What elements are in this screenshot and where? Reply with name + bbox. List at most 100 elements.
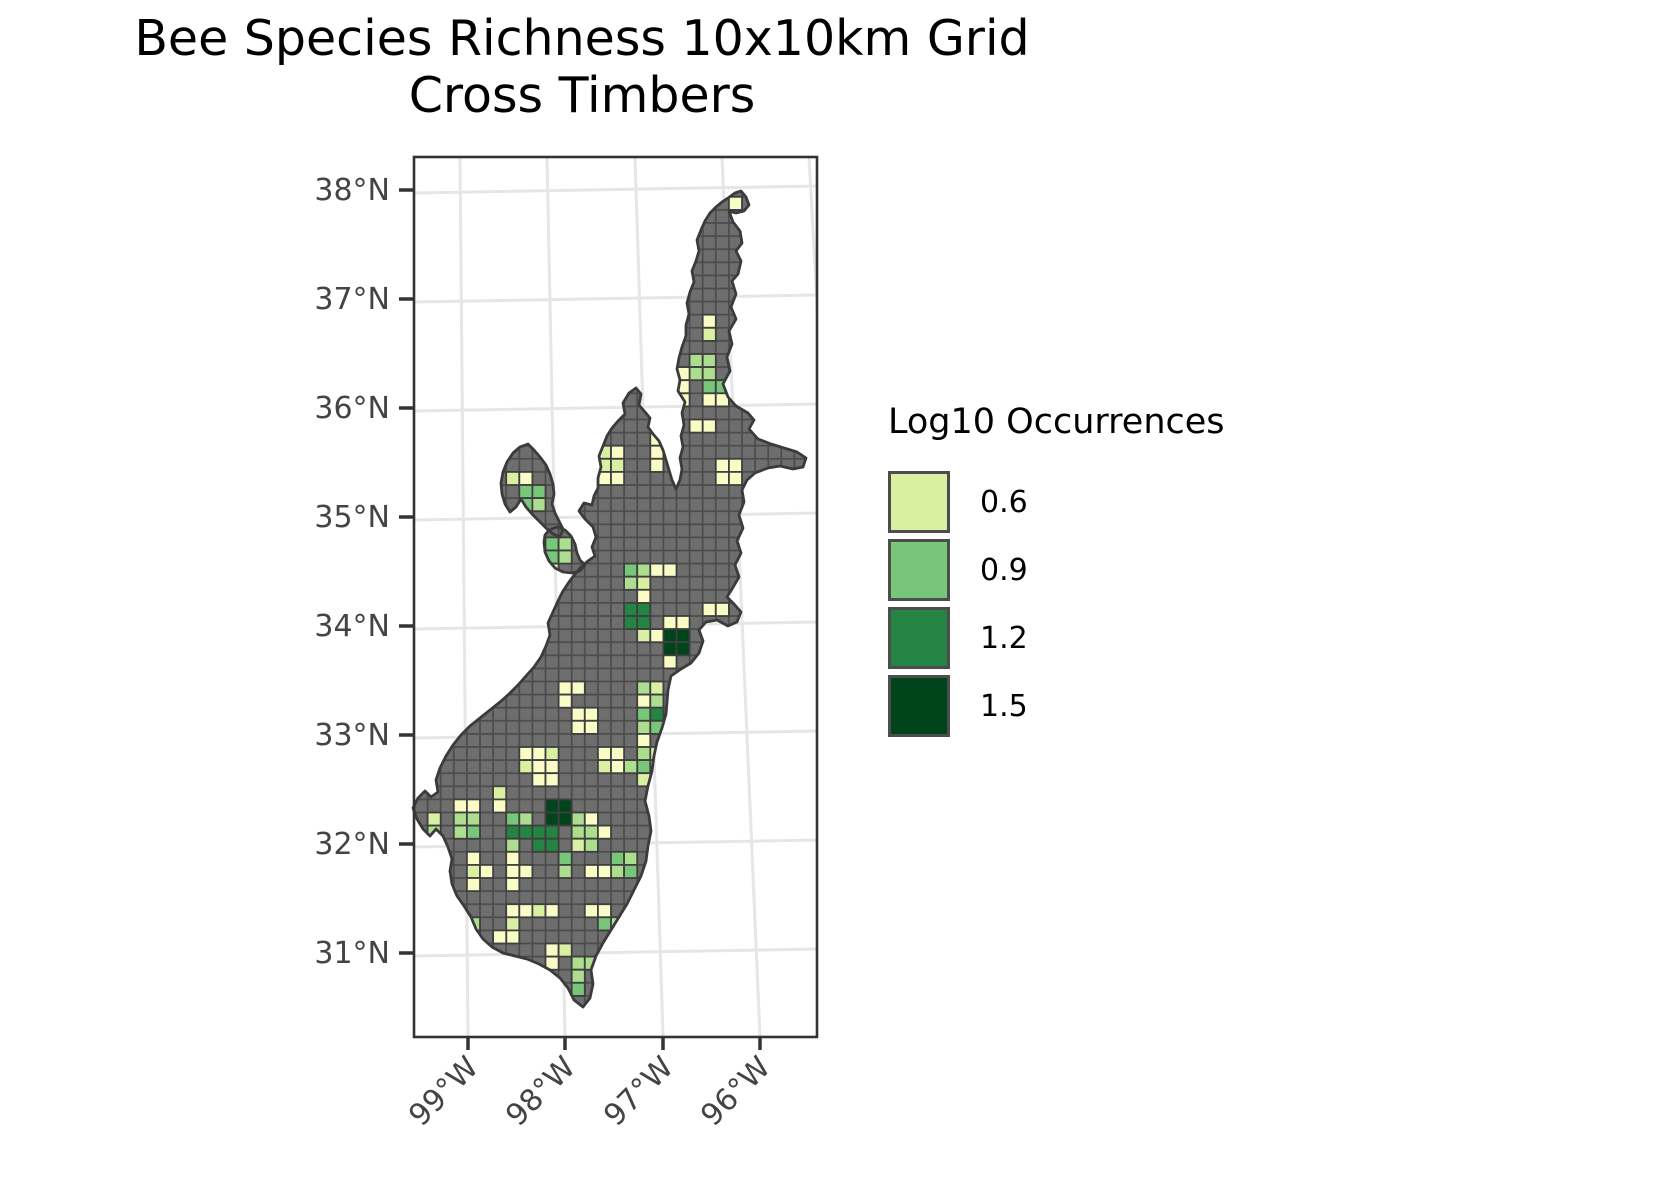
grid-cell xyxy=(623,602,639,617)
legend-label: 1.5 xyxy=(980,688,1028,724)
grid-cell xyxy=(518,470,534,486)
grid-cell xyxy=(583,706,599,722)
grid-cell xyxy=(636,759,652,775)
grid-cell xyxy=(570,719,586,735)
region-outline xyxy=(411,189,808,1009)
chart-title-line-1: Bee Species Richness 10x10km Grid xyxy=(134,10,1030,67)
grid-cell xyxy=(610,746,626,762)
parallel-gridline xyxy=(414,402,817,413)
legend-title: Log10 Occurrences xyxy=(888,402,1225,442)
grid-cell xyxy=(570,968,586,984)
parallel-gridline xyxy=(414,184,817,195)
legend-row: 0.9 xyxy=(888,536,1225,604)
grid-cell xyxy=(479,864,495,879)
grid-cell xyxy=(701,366,717,382)
grid-cell xyxy=(636,615,652,631)
grid-cell xyxy=(505,811,521,827)
grid-cell xyxy=(649,693,665,709)
x-tick-label: 99°W xyxy=(402,1050,485,1133)
grid-cell xyxy=(570,824,586,840)
grid-cell xyxy=(649,562,665,578)
grid-cell xyxy=(636,588,652,604)
x-axis-labels: 99°W 98°W 97°W 96°W xyxy=(402,1050,777,1133)
grid-cell xyxy=(662,628,678,644)
grid-cell xyxy=(505,929,521,945)
grid-cell xyxy=(544,811,560,827)
y-tick-label: 38°N xyxy=(314,173,390,208)
panel-border xyxy=(412,155,819,1039)
chart-title: Bee Species Richness 10x10km Grid Cross … xyxy=(0,10,1164,124)
y-tick-label: 36°N xyxy=(314,391,390,426)
grid-cell xyxy=(597,903,612,919)
x-tick-label: 97°W xyxy=(597,1050,680,1133)
grid-cell xyxy=(544,536,560,552)
grid-cell xyxy=(688,366,704,382)
legend-swatch-1.5 xyxy=(888,675,950,737)
grid-cell xyxy=(518,903,534,919)
y-tick-label: 34°N xyxy=(314,609,390,644)
grid-cell xyxy=(701,326,717,342)
grid-cell xyxy=(570,837,586,853)
grid-cell xyxy=(505,864,521,879)
legend-label: 1.2 xyxy=(980,620,1028,656)
grid-cell xyxy=(623,562,639,578)
grid-cell xyxy=(518,484,534,500)
grid-cell xyxy=(544,942,560,958)
y-tick-label: 31°N xyxy=(314,936,390,971)
grid-cell xyxy=(518,746,534,762)
grid-cell xyxy=(531,903,547,919)
grid-cell xyxy=(557,693,573,709)
grid-cell xyxy=(492,785,508,801)
grid-cell xyxy=(649,457,665,473)
grid-cell xyxy=(570,811,586,827)
grid-cell xyxy=(583,824,599,840)
grid-cell xyxy=(636,575,652,591)
x-tick-label: 98°W xyxy=(499,1050,582,1133)
grid-cell xyxy=(636,680,652,696)
grid-cell xyxy=(465,798,481,814)
grid-cell xyxy=(662,615,678,631)
grid-cell xyxy=(583,837,599,853)
legend-row: 1.5 xyxy=(888,672,1225,740)
parallel-gridline xyxy=(414,293,817,304)
grid-cell xyxy=(583,811,599,827)
grid-cell xyxy=(610,759,626,775)
grid-cell xyxy=(505,850,521,866)
grid-cell xyxy=(728,457,743,473)
grid-cell xyxy=(701,418,717,434)
grid-cell xyxy=(597,916,612,932)
grid-cell xyxy=(465,877,481,893)
grid-cell xyxy=(544,955,560,971)
grid-cell xyxy=(701,602,717,617)
legend-swatch-1.2 xyxy=(888,607,950,669)
grid-cell xyxy=(636,602,652,617)
grid-cell xyxy=(557,798,573,814)
grid-cell xyxy=(623,850,639,866)
grid-cell xyxy=(597,746,612,762)
grid-cell xyxy=(518,811,534,827)
grid-cell xyxy=(426,811,442,827)
grid-cell xyxy=(583,903,599,919)
y-tick-label: 35°N xyxy=(314,500,390,535)
grid-cell xyxy=(649,628,665,644)
grid-cell xyxy=(728,195,743,211)
grid-cell xyxy=(544,759,560,775)
grid-cell xyxy=(492,798,508,814)
region-border xyxy=(542,525,587,575)
grid-cell xyxy=(662,562,678,578)
legend-label: 0.6 xyxy=(980,484,1028,520)
grid-cell xyxy=(465,811,481,827)
grid-cell xyxy=(557,549,573,565)
grid-cell xyxy=(636,733,652,748)
grid-cell xyxy=(531,824,547,840)
grid-cell xyxy=(688,353,704,369)
grid-cell xyxy=(701,313,717,329)
region-border xyxy=(411,189,808,1009)
grid-cell xyxy=(531,772,547,788)
grid-cell xyxy=(505,824,521,840)
grid-cell xyxy=(544,837,560,853)
grid-cell xyxy=(531,484,547,500)
grid-cell xyxy=(675,628,691,644)
grid-cell xyxy=(623,615,639,631)
